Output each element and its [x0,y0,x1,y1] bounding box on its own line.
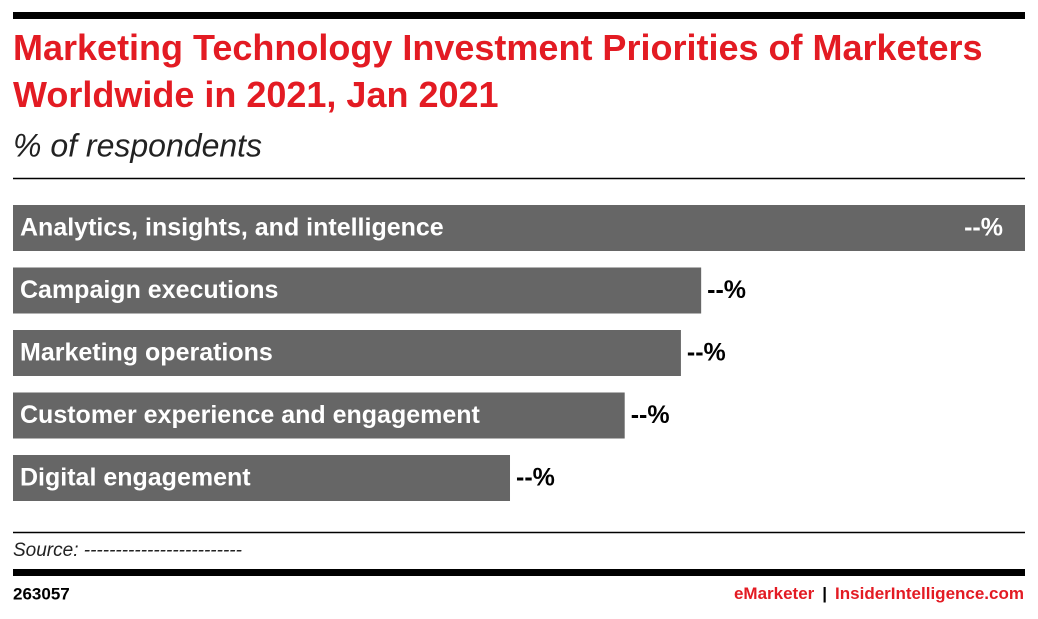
chart-id: 263057 [13,584,70,603]
category-label: Campaign executions [20,276,278,304]
top-rule [13,12,1025,19]
bar [13,205,1025,251]
chart-title-line: Worldwide in 2021, Jan 2021 [13,74,499,115]
value-label: --% [631,401,670,429]
brand: eMarketer [734,584,815,603]
value-label: --% [516,464,555,492]
bottom-rule [13,569,1025,576]
category-label: Analytics, insights, and intelligence [20,214,444,242]
footer-brand: eMarketer | InsiderIntelligence.com [734,584,1024,603]
bar [13,330,681,376]
category-label: Digital engagement [20,464,251,492]
value-label: --% [687,339,726,367]
bars: Analytics, insights, and intelligence --%… [13,205,1025,501]
value-label: --% [964,214,1003,242]
bar [13,455,511,501]
bar [13,392,625,439]
chart-title: Marketing Technology Investment Prioriti… [13,27,983,68]
source: Source: ------------------------- [13,540,242,561]
site: InsiderIntelligence.com [835,584,1024,603]
chart-title-line: Marketing Technology Investment Prioriti… [13,27,983,68]
category-label: Customer experience and engagement [20,401,481,429]
bar [13,267,702,314]
chart-title: Worldwide in 2021, Jan 2021 [13,74,499,115]
category-label: Marketing operations [20,339,273,367]
separator: | [822,584,827,603]
chart-subtitle: % of respondents [13,127,262,163]
value-label: --% [707,276,746,304]
